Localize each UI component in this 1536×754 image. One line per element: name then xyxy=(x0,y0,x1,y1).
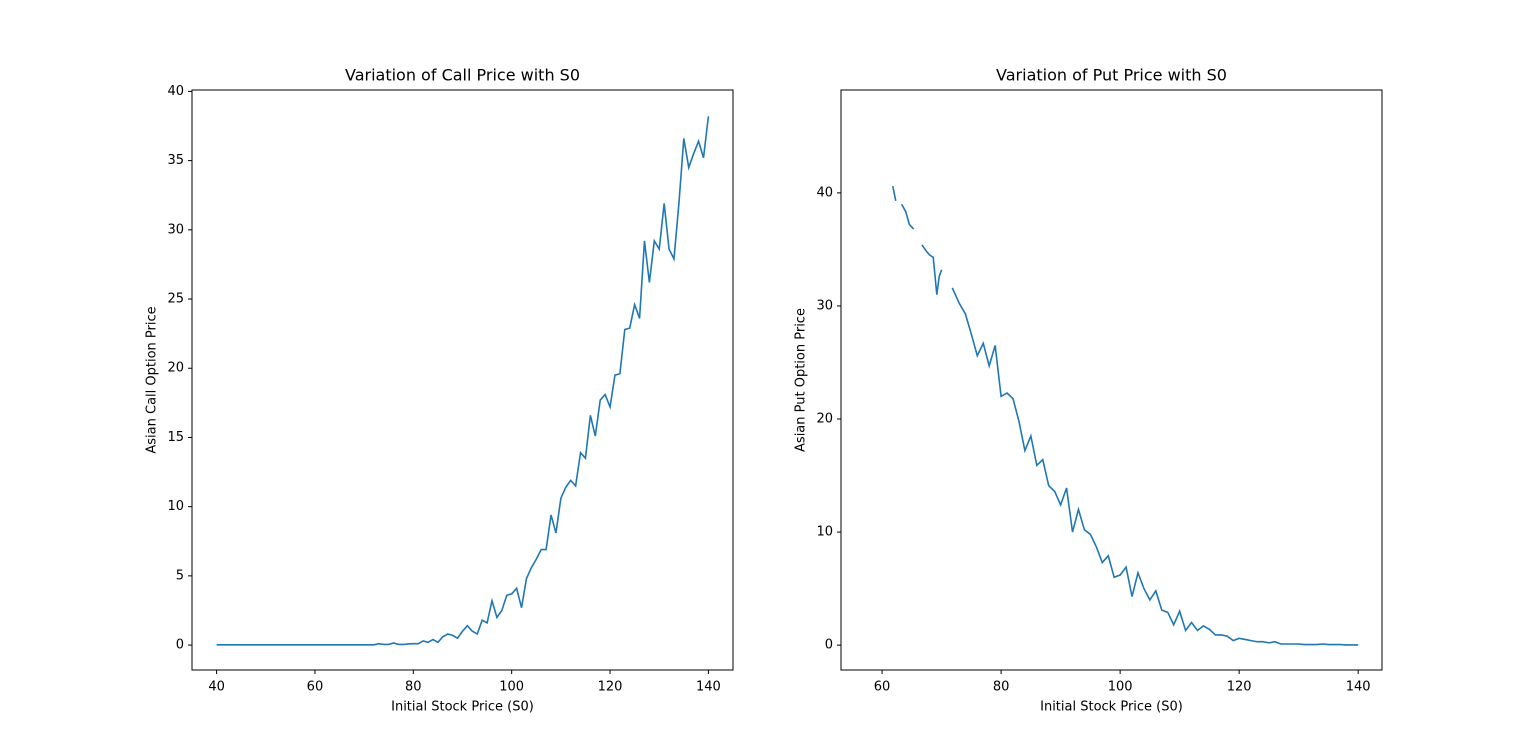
chart-title: Variation of Put Price with S0 xyxy=(996,66,1227,85)
x-tick-label: 140 xyxy=(696,680,721,695)
y-tick-label: 30 xyxy=(816,298,833,313)
y-tick-label: 40 xyxy=(816,185,833,200)
x-tick-label: 100 xyxy=(1108,680,1133,695)
x-tick-label: 120 xyxy=(1227,680,1252,695)
x-tick-label: 60 xyxy=(874,680,891,695)
x-tick-label: 80 xyxy=(405,680,422,695)
y-tick-label: 20 xyxy=(816,412,833,427)
x-tick-label: 40 xyxy=(208,680,225,695)
y-tick-label: 0 xyxy=(176,638,184,653)
data-line xyxy=(891,185,1359,646)
y-axis-label: Asian Put Option Price xyxy=(794,308,809,452)
y-tick-label: 10 xyxy=(167,499,184,514)
y-tick-label: 10 xyxy=(816,525,833,540)
y-tick-label: 35 xyxy=(167,153,184,168)
y-tick-label: 0 xyxy=(825,638,833,653)
x-tick-label: 80 xyxy=(993,680,1010,695)
x-axis-label: Initial Stock Price (S0) xyxy=(391,700,534,715)
x-tick-label: 100 xyxy=(499,680,524,695)
y-tick-label: 20 xyxy=(167,361,184,376)
data-line xyxy=(216,116,710,646)
x-axis-label: Initial Stock Price (S0) xyxy=(1040,700,1183,715)
x-tick-label: 140 xyxy=(1346,680,1371,695)
y-tick-label: 5 xyxy=(176,568,184,583)
y-tick-label: 15 xyxy=(167,430,184,445)
x-tick-label: 60 xyxy=(307,680,324,695)
y-tick-label: 30 xyxy=(167,222,184,237)
plot-area xyxy=(191,89,734,671)
x-tick-label: 120 xyxy=(598,680,623,695)
chart-title: Variation of Call Price with S0 xyxy=(345,66,580,85)
y-tick-label: 25 xyxy=(167,292,184,307)
y-axis-label: Asian Call Option Price xyxy=(145,306,160,453)
y-tick-label: 40 xyxy=(167,84,184,99)
plot-area xyxy=(840,89,1383,671)
